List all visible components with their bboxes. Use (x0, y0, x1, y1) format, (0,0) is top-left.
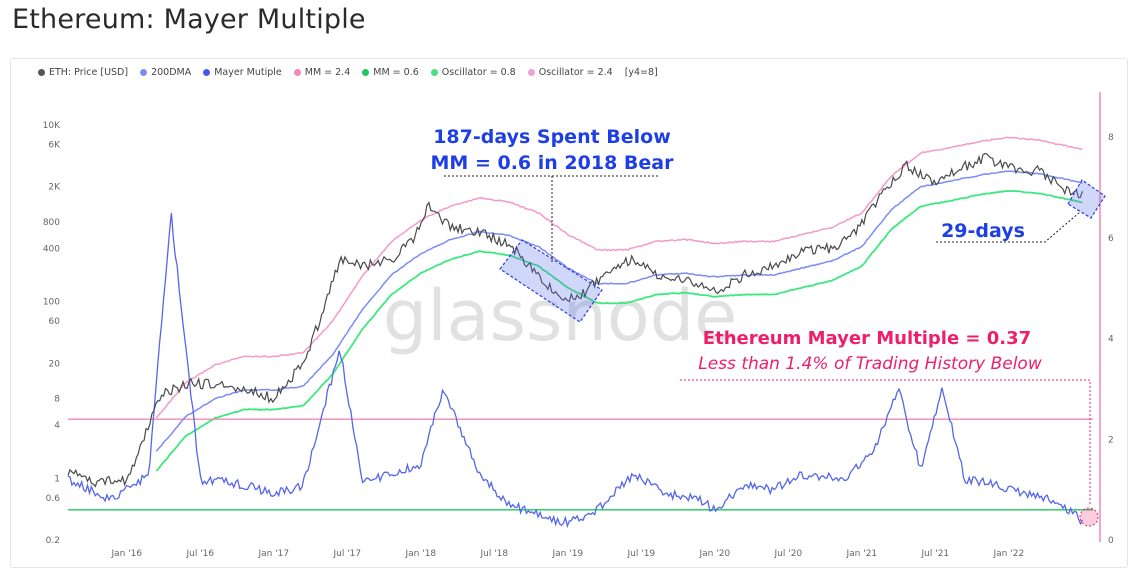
legend-label: MM = 0.6 (373, 67, 419, 78)
y-left-tick: 8 (54, 394, 60, 404)
legend-dot-icon (362, 69, 370, 76)
mayer-multiple-line (67, 212, 1083, 529)
legend-label: MM = 2.4 (304, 67, 351, 78)
legend-item[interactable]: Oscillator = 0.8 (430, 67, 516, 78)
mm-leader-line (680, 379, 1091, 505)
recent-annotation: 29-days (941, 220, 1025, 242)
legend-item[interactable]: 200DMA (140, 67, 191, 78)
recent-highlight (1067, 179, 1106, 219)
x-tick: Jul '16 (185, 549, 214, 559)
legend-label: Oscillator = 0.8 (441, 67, 516, 78)
legend-item[interactable]: ETH: Price [USD] (38, 67, 128, 78)
y-left-tick: 400 (43, 244, 60, 254)
legend-item[interactable]: MM = 2.4 (293, 67, 351, 78)
x-tick: Jul '18 (479, 549, 508, 559)
x-tick: Jul '20 (774, 549, 803, 559)
page-title: Ethereum: Mayer Multiple (12, 4, 366, 35)
x-tick: Jul '19 (627, 549, 656, 559)
mm-sub-annotation: Less than 1.4% of Trading History Below (698, 354, 1042, 374)
chart-card (10, 58, 1128, 568)
legend-dot-icon (203, 69, 211, 76)
legend-dot-icon (140, 69, 148, 76)
recent-leader-line (936, 211, 1081, 243)
y-left-tick: 4 (54, 421, 60, 431)
eth-price-line (67, 152, 1083, 488)
legend-item[interactable]: Mayer Mutiple (203, 67, 282, 78)
y-left-tick: 800 (43, 218, 60, 228)
y-left-tick: 100 (43, 298, 60, 308)
x-tick: Jan '22 (993, 549, 1025, 559)
y-right-tick: 8 (1108, 133, 1114, 143)
legend-label: Oscillator = 2.4 (538, 67, 613, 78)
bear-annotation-line2: MM = 0.6 in 2018 Bear (431, 152, 675, 174)
y-left-tick: 6K (48, 141, 61, 151)
y-right-tick: 6 (1108, 234, 1114, 244)
bear-2018-highlight (499, 239, 603, 323)
y-right-tick: 2 (1108, 435, 1114, 445)
current-mm-marker (1079, 507, 1099, 527)
y-left-tick: 0.2 (46, 536, 60, 546)
legend-dot-icon (527, 69, 535, 76)
legend-label: ETH: Price [USD] (49, 67, 129, 78)
x-tick: Jan '19 (551, 549, 583, 559)
y-left-tick: 60 (49, 317, 61, 327)
200dma-line (155, 170, 1083, 452)
x-tick: Jan '18 (404, 549, 436, 559)
y-left-tick: 2K (48, 183, 61, 193)
y-left-tick: 0.6 (46, 494, 61, 504)
legend-dot-icon (293, 69, 301, 76)
x-tick: Jan '21 (846, 549, 878, 559)
bear-annotation-line1: 187-days Spent Below (433, 126, 671, 148)
legend: ETH: Price [USD] 200DMA Mayer Mutiple MM = … (38, 67, 658, 78)
legend-item[interactable]: [y4=8] (625, 67, 658, 78)
x-tick: Jul '21 (921, 549, 950, 559)
oscillator-0.6-band (155, 189, 1083, 472)
y-left-tick: 10K (43, 121, 61, 131)
y-right-tick: 0 (1108, 536, 1114, 546)
y-left-tick: 1 (54, 474, 60, 484)
x-tick: Jan '17 (257, 549, 289, 559)
legend-dot-icon (430, 69, 438, 76)
x-tick: Jan '16 (110, 549, 142, 559)
mm-value-annotation: Ethereum Mayer Multiple = 0.37 (703, 328, 1031, 349)
legend-item[interactable]: MM = 0.6 (362, 67, 419, 78)
x-tick: Jan '20 (699, 549, 731, 559)
y-right-tick: 4 (1108, 335, 1114, 345)
x-tick: Jul '17 (332, 549, 361, 559)
legend-item[interactable]: Oscillator = 2.4 (527, 67, 613, 78)
legend-label: Mayer Mutiple (214, 67, 282, 78)
legend-dot-icon (38, 69, 45, 76)
legend-label: [y4=8] (624, 67, 658, 78)
legend-label: 200DMA (151, 67, 192, 78)
y-left-tick: 20 (49, 359, 61, 369)
watermark: glassnode (383, 275, 737, 357)
